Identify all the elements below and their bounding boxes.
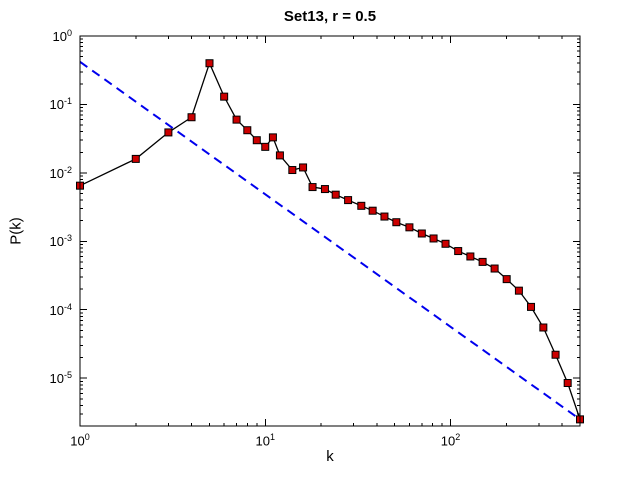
x-tick-label: 102 <box>440 432 461 449</box>
degree-distribution-marker <box>490 264 499 273</box>
degree-distribution-marker <box>164 128 173 137</box>
y-tick-label: 10-5 <box>49 370 72 387</box>
degree-distribution-marker <box>380 212 389 221</box>
degree-distribution-marker <box>429 234 438 243</box>
degree-distribution-marker <box>405 223 414 232</box>
degree-distribution-marker <box>261 142 270 151</box>
y-tick-label: 10-3 <box>49 233 72 250</box>
degree-distribution-marker <box>320 185 329 194</box>
degree-distribution-marker <box>288 166 297 175</box>
degree-distribution-marker <box>205 59 214 68</box>
degree-distribution-marker <box>563 379 572 387</box>
degree-distribution-marker <box>187 113 196 122</box>
x-tick-label: 101 <box>255 432 276 449</box>
degree-distribution-marker <box>275 151 284 160</box>
degree-distribution-marker <box>308 183 317 192</box>
degree-distribution-marker <box>539 323 548 332</box>
degree-distribution-marker <box>417 229 426 238</box>
degree-distribution-marker <box>220 92 229 101</box>
degree-distribution-marker <box>478 257 487 266</box>
degree-distribution-marker <box>331 190 340 199</box>
degree-distribution-marker <box>502 275 511 284</box>
y-tick-label: 10-1 <box>49 96 72 113</box>
x-tick-label: 100 <box>70 432 90 449</box>
degree-distribution-marker <box>527 302 536 311</box>
y-axis-label: P(k) <box>7 217 25 245</box>
degree-distribution-marker <box>514 286 523 295</box>
degree-distribution-marker <box>344 196 353 205</box>
chart-title: Set13, r = 0.5 <box>283 8 377 25</box>
x-axis-label: k <box>326 448 334 465</box>
y-tick-label: 10-2 <box>49 164 72 182</box>
degree-distribution-marker <box>454 247 463 256</box>
degree-distribution-marker <box>243 126 252 135</box>
degree-distribution-marker <box>466 252 475 261</box>
degree-distribution-marker <box>441 239 450 248</box>
degree-distribution-marker <box>368 206 377 215</box>
degree-distribution-marker <box>232 115 241 124</box>
axes-frame <box>79 35 581 427</box>
y-tick-label: 100 <box>52 27 72 45</box>
degree-distribution-marker <box>357 201 366 210</box>
degree-distribution-marker <box>299 163 308 172</box>
degree-distribution-marker <box>551 350 560 359</box>
degree-distribution-marker <box>131 154 140 163</box>
degree-distribution-marker <box>268 133 277 142</box>
y-tick-label: 10-4 <box>49 301 72 318</box>
power-law-reference-line <box>79 60 581 421</box>
degree-distribution-marker <box>392 218 401 227</box>
degree-distribution-marker <box>252 136 261 145</box>
